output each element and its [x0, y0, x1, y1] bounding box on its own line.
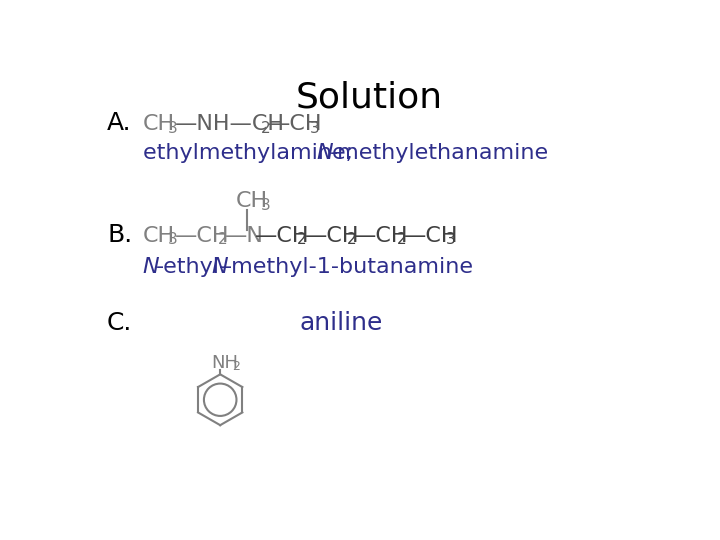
Text: —CH: —CH	[175, 226, 230, 246]
Text: A.: A.	[107, 111, 132, 135]
Text: CH: CH	[235, 191, 268, 211]
Text: C.: C.	[107, 312, 132, 335]
Text: N: N	[143, 256, 159, 276]
Text: -ethyl-: -ethyl-	[156, 256, 228, 276]
Text: 2: 2	[347, 232, 356, 247]
Text: N: N	[317, 143, 333, 163]
Text: NH: NH	[211, 354, 238, 372]
Text: 3: 3	[446, 232, 456, 247]
Text: 2: 2	[217, 232, 227, 247]
Text: B.: B.	[107, 223, 132, 247]
Text: —CH: —CH	[354, 226, 409, 246]
Text: —CH: —CH	[255, 226, 310, 246]
Text: 3: 3	[168, 120, 177, 136]
Text: CH: CH	[143, 114, 175, 134]
Text: 2: 2	[232, 361, 240, 374]
Text: —CH: —CH	[305, 226, 359, 246]
Text: N: N	[212, 256, 228, 276]
Text: 3: 3	[168, 232, 177, 247]
Text: —CH: —CH	[404, 226, 459, 246]
Text: CH: CH	[143, 226, 175, 246]
Text: —NH—CH: —NH—CH	[175, 114, 285, 134]
Text: 2: 2	[297, 232, 307, 247]
Text: 3: 3	[310, 120, 320, 136]
Text: -methyl-1-butanamine: -methyl-1-butanamine	[225, 256, 474, 276]
Text: 3: 3	[261, 198, 270, 213]
Text: —CH: —CH	[268, 114, 323, 134]
Text: -methylethanamine: -methylethanamine	[330, 143, 549, 163]
Text: 2: 2	[261, 120, 270, 136]
Text: ethylmethylamine;: ethylmethylamine;	[143, 143, 367, 163]
Text: aniline: aniline	[300, 312, 382, 335]
Text: Solution: Solution	[295, 80, 443, 114]
Text: —N: —N	[225, 226, 264, 246]
Text: 2: 2	[397, 232, 406, 247]
